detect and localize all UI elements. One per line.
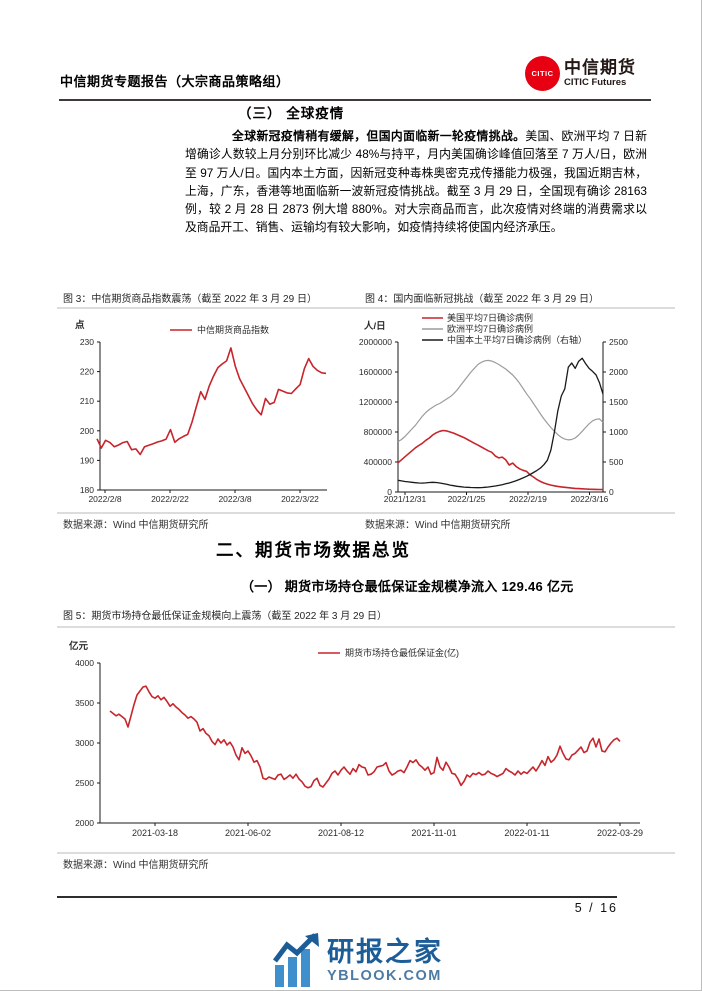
y-tick-label: 1200000 [359, 397, 392, 407]
right-y-tick-label: 2000 [609, 367, 628, 377]
section-heading-global-epidemic: （三） 全球疫情 [238, 106, 345, 121]
right-y-tick-label: 2500 [609, 337, 628, 347]
series-line-0 [109, 685, 621, 789]
header-divider [59, 99, 651, 101]
x-tick-label: 2022/2/19 [509, 494, 547, 504]
chart-canvas: 亿元 2000 2500 3000 3500 4000 2021-03-18 2021-06-… [69, 640, 643, 838]
y-tick-label: 210 [80, 396, 94, 406]
watermark-logo[interactable]: 研报之家 YBLOOK.COM [273, 933, 443, 989]
chart-margin-scale: 亿元 2000 2500 3000 3500 4000 2021-03-18 2021-06-… [55, 635, 675, 850]
chart-covid-cases: 人/日 0 400000 800000 1200000 1600000 2000000 0 50… [358, 312, 675, 508]
x-tick-label: 2022/3/16 [571, 494, 609, 504]
citic-logo-icon: CITIC [525, 56, 560, 91]
figure5-caption: 图 5：期货市场持仓最低保证金规模向上震荡（截至 2022 年 3 月 29 日… [63, 611, 387, 622]
series-line-1 [397, 359, 604, 443]
y-tick-label: 3000 [75, 738, 94, 748]
y-axis-unit-label: 亿元 [69, 640, 89, 652]
legend-label: 美国平均7日确诊病例 [447, 312, 533, 323]
legend-label: 欧洲平均7日确诊病例 [447, 323, 533, 334]
figure5-source-divider [57, 852, 675, 854]
right-y-tick-label: 1000 [609, 427, 628, 437]
subsection-heading-margin-inflow: （一） 期货市场持仓最低保证金规模净流入 129.46 亿元 [241, 579, 574, 594]
citic-logo-icon-text: CITIC [531, 69, 554, 78]
y-tick-label: 4000 [75, 658, 94, 668]
right-y-tick-label: 500 [609, 457, 623, 467]
series-line-0 [96, 347, 327, 456]
y-tick-label: 230 [80, 337, 94, 347]
legend-label: 期货市场持仓最低保证金(亿) [345, 647, 459, 658]
body-paragraph: 全球新冠疫情稍有缓解，但国内面临新一轮疫情挑战。美国、欧洲平均 7 日新增确诊人… [185, 127, 647, 237]
report-header-title: 中信期货专题报告（大宗商品策略组） [60, 74, 290, 89]
legend-label: 中信期货商品指数 [197, 324, 269, 335]
right-y-tick-label: 0 [609, 487, 614, 497]
x-tick-label: 2022/3/22 [281, 494, 319, 504]
figure5-source: 数据来源：Wind 中信期货研究所 [63, 860, 209, 871]
y-tick-label: 0 [387, 487, 392, 497]
page-number: 5 / 16 [574, 901, 618, 915]
y-tick-label: 2000000 [359, 337, 392, 347]
figure4-caption: 图 4：国内面临新冠挑战（截至 2022 年 3 月 29 日） [365, 294, 599, 305]
y-tick-label: 3500 [75, 698, 94, 708]
x-tick-label: 2021/12/31 [384, 494, 427, 504]
y-axis-unit-label: 点 [75, 319, 85, 331]
brand-name-cn: 中信期货 [564, 58, 636, 78]
paragraph-lead-bold: 全球新冠疫情稍有缓解，但国内面临新一轮疫情挑战。 [232, 129, 526, 143]
section-heading-futures-market-overview: 二、期货市场数据总览 [216, 540, 411, 560]
series-line-0 [397, 429, 604, 491]
x-tick-label: 2022/2/8 [88, 494, 121, 504]
x-tick-label: 2022/3/8 [218, 494, 251, 504]
y-tick-label: 180 [80, 485, 94, 495]
bar-chart-arrow-icon [273, 933, 319, 987]
figure4-source: 数据来源：Wind 中信期货研究所 [365, 520, 511, 531]
x-tick-label: 2022-01-11 [504, 828, 549, 838]
x-tick-label: 2021-08-12 [318, 828, 364, 838]
x-tick-label: 2021-11-01 [411, 828, 456, 838]
right-y-tick-label: 1500 [609, 397, 628, 407]
legend-label: 中国本土平均7日确诊病例（右轴） [447, 334, 587, 345]
y-tick-label: 1600000 [359, 367, 392, 377]
y-tick-label: 2000 [75, 818, 94, 828]
footer-divider [57, 896, 617, 898]
chart-canvas: 人/日 0 400000 800000 1200000 1600000 2000000 0 50… [359, 312, 628, 504]
citic-logo: CITIC 中信期货 CITIC Futures [525, 56, 636, 91]
figure3-source: 数据来源：Wind 中信期货研究所 [63, 520, 209, 531]
x-tick-label: 2022-03-29 [597, 828, 643, 838]
watermark-name: 研报之家 [327, 936, 443, 967]
x-tick-label: 2022/2/22 [151, 494, 189, 504]
x-tick-label: 2022/1/25 [448, 494, 486, 504]
y-tick-label: 220 [80, 367, 94, 377]
figure-source-divider [57, 512, 675, 514]
y-tick-label: 400000 [364, 457, 393, 467]
chart-commodity-index: 点 180 190 200 210 220 230 2022/2/8 2022/2/22 2022… [55, 312, 345, 508]
watermark-site-url: YBLOOK.COM [327, 967, 442, 984]
y-tick-label: 200 [80, 426, 94, 436]
figure-caption-divider [57, 307, 675, 309]
figure3-caption: 图 3：中信期货商品指数震荡（截至 2022 年 3 月 29 日） [63, 294, 317, 305]
series-line-2 [397, 357, 604, 489]
paragraph-body-text: 美国、欧洲平均 7 日新增确诊人数较上月分别环比减少 48%与持平，月内美国确诊… [185, 129, 647, 235]
brand-name-en: CITIC Futures [564, 77, 627, 89]
x-tick-label: 2021-06-02 [225, 828, 271, 838]
y-axis-unit-label: 人/日 [364, 320, 386, 332]
x-tick-label: 2021-03-18 [132, 828, 178, 838]
chart-canvas: 点 180 190 200 210 220 230 2022/2/8 2022/2/22 2022… [75, 319, 327, 504]
y-tick-label: 2500 [75, 778, 94, 788]
watermark-text: 研报之家 YBLOOK.COM [327, 936, 443, 984]
figure5-caption-divider [57, 626, 675, 628]
y-tick-label: 800000 [364, 427, 393, 437]
y-tick-label: 190 [80, 455, 94, 465]
citic-logo-text: 中信期货 CITIC Futures [564, 59, 636, 88]
